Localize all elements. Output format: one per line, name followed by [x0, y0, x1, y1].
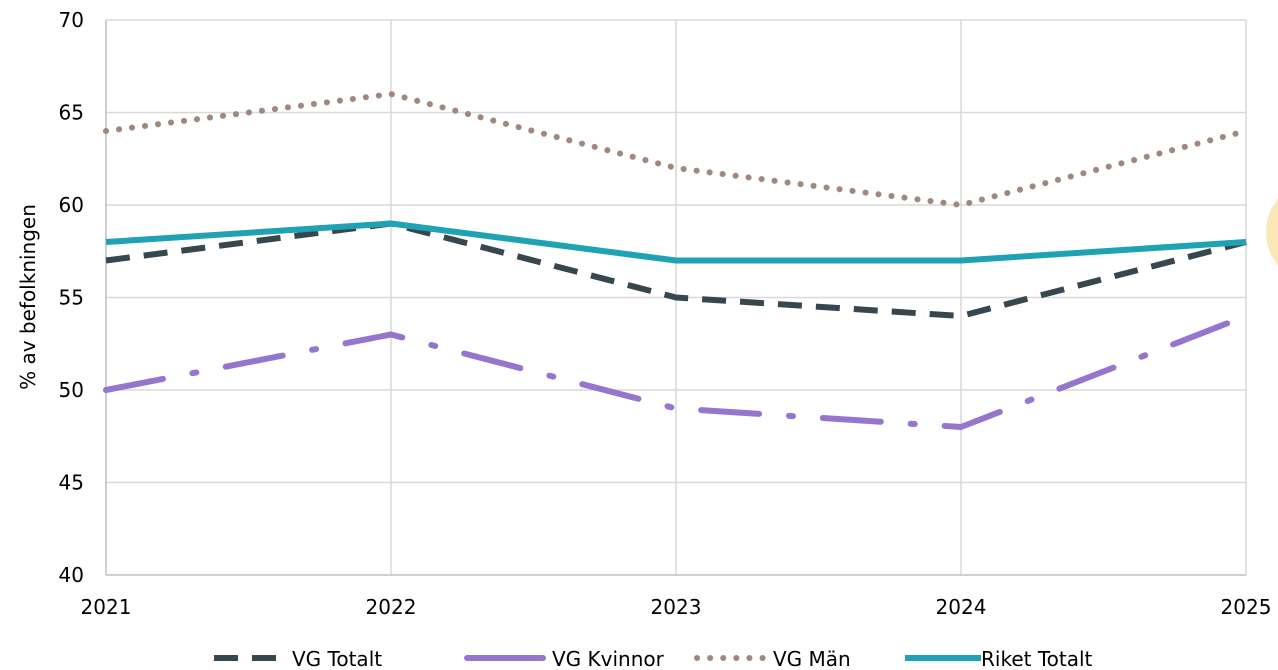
x-tick-label: 2024: [936, 595, 987, 619]
x-tick-label: 2023: [651, 595, 702, 619]
series-line-0: [105, 220, 1247, 319]
legend-label-1: VG Kvinnor: [552, 647, 665, 670]
y-tick-label: 50: [59, 378, 84, 402]
y-tick-label: 60: [59, 193, 84, 217]
decorative-circle: [1266, 198, 1278, 266]
y-tick-label: 55: [59, 286, 84, 310]
legend-label-3: Riket Totalt: [981, 647, 1093, 670]
y-tick-label: 70: [59, 8, 84, 32]
y-tick-label: 65: [59, 101, 84, 125]
y-tick-label: 45: [59, 471, 84, 495]
x-tick-label: 2025: [1221, 595, 1272, 619]
legend-label-2: VG Män: [773, 647, 851, 670]
series-line-2: [103, 91, 1249, 208]
x-tick-label: 2022: [366, 595, 417, 619]
series-line-3: [105, 220, 1247, 264]
y-tick-labels: 40 45 50 55 60 65 70: [59, 8, 84, 587]
series-lines: [103, 91, 1249, 430]
axes: [105, 20, 1246, 576]
legend: VG Totalt VG Kvinnor VG Män Riket Totalt: [214, 647, 1093, 670]
x-tick-labels: 2021 2022 2023 2024 2025: [81, 595, 1272, 619]
y-axis-title: % av befolkningen: [16, 204, 40, 390]
x-tick-label: 2021: [81, 595, 132, 619]
legend-label-0: VG Totalt: [292, 647, 382, 670]
y-tick-label: 40: [59, 563, 84, 587]
